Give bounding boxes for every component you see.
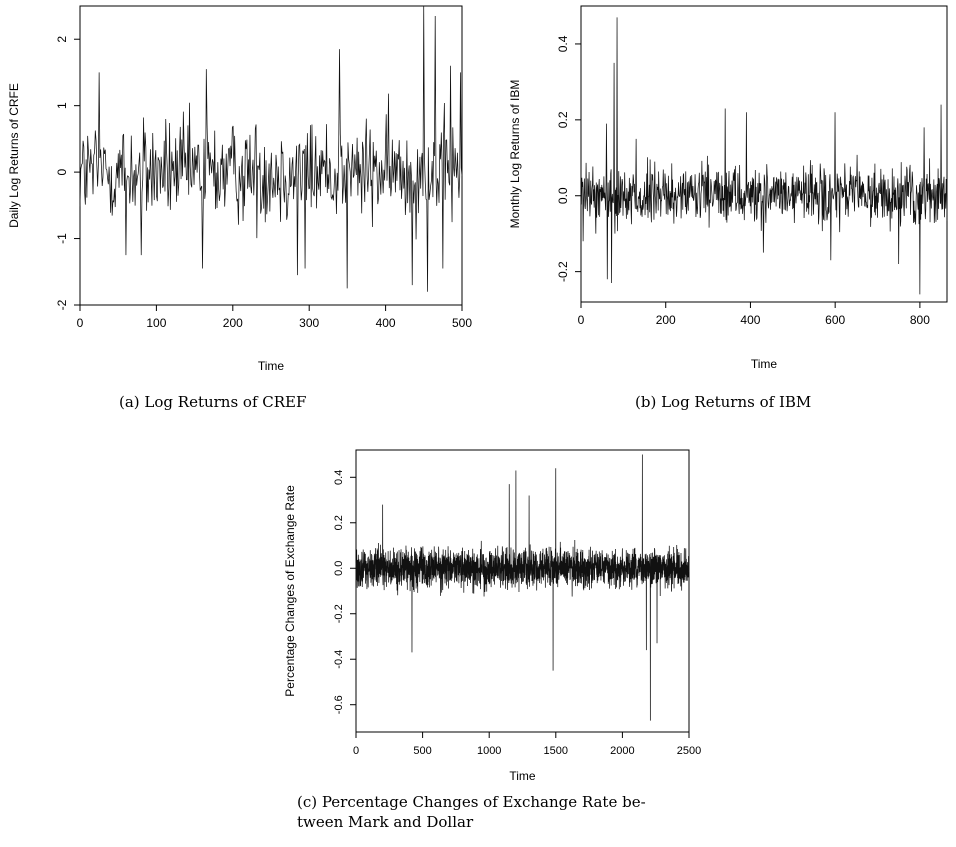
chart-c: 0 500 1000 1500 2000 2500 -0.6 -0.4 -0.2 0.0 0.2 0.… (283, 449, 701, 783)
x-tick-label: 100 (146, 316, 166, 330)
y-tick-label: -0.4 (333, 650, 345, 669)
x-tick-label: 500 (413, 745, 431, 757)
y-tick-label: -1 (55, 233, 69, 244)
plot-frame (355, 449, 690, 733)
x-tick-label: 200 (656, 313, 676, 327)
x-tick-label: 0 (578, 313, 585, 327)
series-line (580, 17, 948, 295)
y-axis-label: Percentage Changes of Exchange Rate (283, 485, 297, 697)
y-tick-label: -0.2 (556, 261, 570, 282)
y-tick-label: 2 (55, 36, 69, 43)
x-axis-label: Time (258, 359, 285, 373)
x-tick-label: 400 (376, 316, 396, 330)
panel-a: 0 100 200 300 400 500 -2 -1 0 1 2 Time Daily Log Ret… (0, 0, 480, 420)
caption-c-line-2: tween Mark and Dollar (297, 813, 474, 831)
x-tick-label: 500 (452, 316, 472, 330)
panel-b: 0 200 400 600 800 -0.2 0.0 0.2 0.4 Time Monthly Lo… (495, 0, 956, 420)
x-tick-label: 600 (825, 313, 845, 327)
series-line (355, 454, 690, 721)
x-tick-label: 0 (353, 745, 359, 757)
x-tick-label: 2000 (610, 745, 634, 757)
x-axis-label: Time (751, 357, 778, 371)
x-axis-label: Time (509, 769, 536, 783)
series-line (79, 5, 463, 292)
y-tick-label: 1 (55, 102, 69, 109)
y-axis-label: Monthly Log Returns of IBM (508, 80, 522, 229)
caption-b: (b) Log Returns of IBM (635, 393, 812, 411)
caption-a: (a) Log Returns of CREF (119, 393, 307, 411)
x-tick-label: 1500 (544, 745, 568, 757)
x-tick-label: 300 (299, 316, 319, 330)
y-tick-label: 0.4 (333, 470, 345, 485)
y-tick-label: 0.2 (556, 111, 570, 128)
x-tick-label: 200 (223, 316, 243, 330)
y-tick-label: 0.2 (333, 515, 345, 530)
y-tick-label: -0.6 (333, 695, 345, 714)
y-tick-label: 0.4 (556, 35, 570, 52)
y-axis-label: Daily Log Returns of CRFE (7, 83, 21, 228)
x-tick-label: 800 (910, 313, 930, 327)
chart-a: 0 100 200 300 400 500 -2 -1 0 1 2 Time Daily Log Ret… (7, 5, 472, 373)
x-tick-label: 2500 (677, 745, 701, 757)
x-tick-label: 0 (77, 316, 84, 330)
panel-c: 0 500 1000 1500 2000 2500 -0.6 -0.4 -0.2 0.0 0.2 0.… (280, 440, 701, 840)
y-tick-label: -0.2 (333, 604, 345, 623)
chart-b: 0 200 400 600 800 -0.2 0.0 0.2 0.4 Time Monthly Lo… (508, 5, 948, 371)
y-tick-label: 0.0 (556, 187, 570, 204)
y-tick-label: -2 (55, 299, 69, 310)
x-tick-label: 1000 (477, 745, 501, 757)
caption-c-line-1: (c) Percentage Changes of Exchange Rate … (297, 793, 646, 811)
x-tick-label: 400 (740, 313, 760, 327)
y-tick-label: 0 (55, 168, 69, 175)
y-tick-label: 0.0 (333, 561, 345, 576)
